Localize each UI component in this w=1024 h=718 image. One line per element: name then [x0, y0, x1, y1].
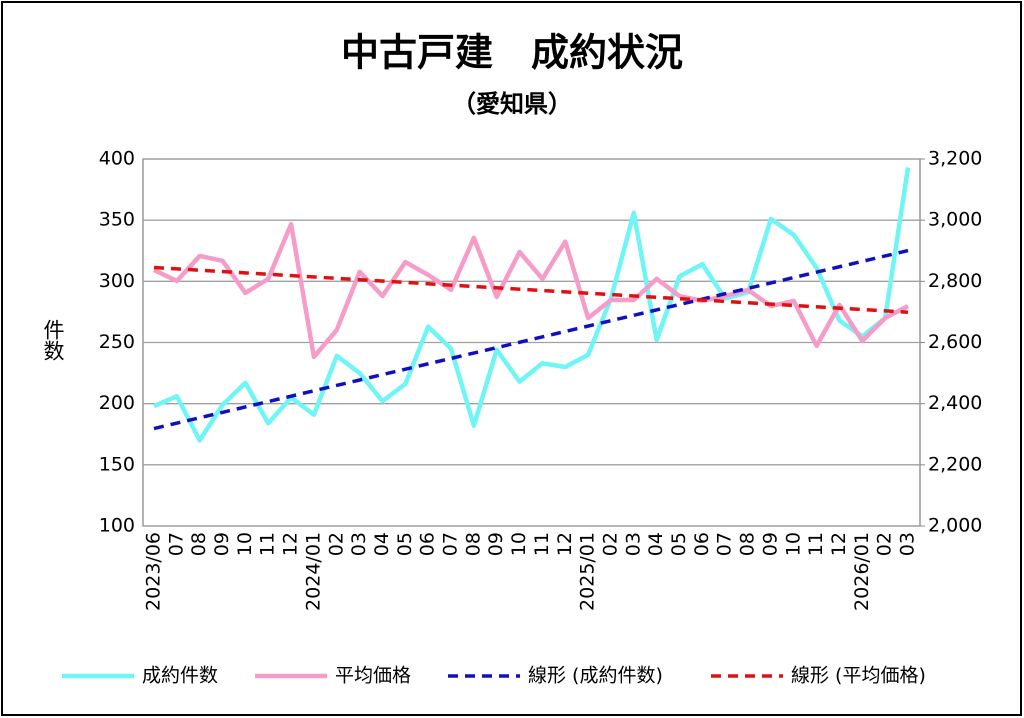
- x-tick-label: 10: [234, 532, 256, 556]
- x-tick-label: 07: [165, 532, 187, 556]
- x-tick-label: 2025/01: [577, 532, 599, 611]
- x-tick-label: 06: [691, 532, 713, 556]
- x-tick-label: 12: [828, 532, 850, 556]
- y2-tick-label: 2,800: [928, 270, 982, 292]
- x-tick-label: 08: [462, 532, 484, 556]
- x-tick-label: 05: [394, 532, 416, 556]
- x-tick-label: 08: [188, 532, 210, 556]
- x-tick-label: 03: [348, 532, 370, 556]
- x-tick-label: 09: [485, 532, 507, 556]
- x-tick-label: 10: [782, 532, 804, 556]
- x-tick-label: 03: [897, 532, 919, 556]
- x-tick-label: 04: [371, 532, 393, 556]
- x-tick-label: 07: [714, 532, 736, 556]
- x-tick-label: 02: [874, 532, 896, 556]
- y2-tick-label: 2,600: [928, 331, 982, 353]
- x-tick-label: 2026/01: [851, 532, 873, 611]
- y-axis-label: 件数: [41, 319, 65, 361]
- x-tick-label: 12: [554, 532, 576, 556]
- x-tick-label: 02: [599, 532, 621, 556]
- x-tick-label: 08: [737, 532, 759, 556]
- y2-tick-label: 2,000: [928, 515, 982, 537]
- x-tick-label: 02: [325, 532, 347, 556]
- y-tick-label: 350: [99, 209, 135, 231]
- y-tick-label: 300: [99, 270, 135, 292]
- x-tick-label: 06: [417, 532, 439, 556]
- y2-tick-label: 3,200: [928, 148, 982, 170]
- legend-label: 成約件数: [142, 665, 218, 687]
- y-tick-label: 400: [99, 148, 135, 170]
- legend-label: 線形 (成約件数): [528, 665, 663, 687]
- legend-label: 平均価格: [335, 665, 411, 687]
- y2-tick-label: 2,400: [928, 392, 982, 414]
- x-tick-label: 11: [257, 532, 279, 556]
- y-tick-label: 250: [99, 331, 135, 353]
- x-tick-label: 09: [759, 532, 781, 556]
- series-line: [153, 167, 911, 443]
- x-tick-label: 2024/01: [302, 532, 324, 611]
- legend-label: 線形 (平均価格): [791, 665, 926, 687]
- x-tick-label: 09: [211, 532, 233, 556]
- x-tick-label: 07: [440, 532, 462, 556]
- y-tick-label: 100: [99, 515, 135, 537]
- x-tick-label: 04: [645, 532, 667, 556]
- trend-line: [153, 265, 909, 314]
- x-tick-label: 12: [280, 532, 302, 556]
- x-tick-label: 2023/06: [143, 532, 165, 611]
- x-tick-label: 05: [668, 532, 690, 556]
- x-tick-label: 11: [531, 532, 553, 556]
- y-tick-label: 200: [99, 392, 135, 414]
- y2-tick-label: 3,000: [928, 209, 982, 231]
- x-tick-label: 03: [622, 532, 644, 556]
- y-tick-label: 150: [99, 453, 135, 475]
- chart-subtitle: （愛知県）: [452, 90, 572, 118]
- chart-title: 中古戸建 成約状況: [341, 31, 683, 75]
- y2-tick-label: 2,200: [928, 453, 982, 475]
- x-tick-label: 10: [508, 532, 530, 556]
- x-tick-label: 11: [805, 532, 827, 556]
